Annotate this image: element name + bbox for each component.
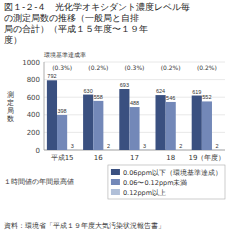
x-tick-label: 18 [166,154,175,162]
legend: 0.06ppm以下（環境基準達成） 0.06〜0.12ppm未満 0.12ppm以上 [108,165,225,199]
data-label: 792 [47,73,56,79]
bar [103,149,113,150]
data-label: 488 [130,100,139,106]
bar [93,101,103,150]
bar [176,149,186,150]
x-tick-label: 17 [130,154,139,162]
bar [212,149,222,150]
annotation: (0.3%) [52,64,72,71]
y-axis-label-char: 測 [7,91,14,99]
bar [83,95,93,150]
bars [47,80,222,150]
bar [202,101,212,150]
data-label: 2 [179,143,182,149]
x-tick-label: 16 [94,154,103,162]
x-tick-label: 平成15 [51,154,74,162]
data-label: 619 [192,89,201,95]
bar [67,149,77,150]
note: １時間値の年間最高値 [4,178,74,186]
data-label: 398 [58,108,67,114]
y-tick-label: 1000 [22,59,40,67]
grid-line [44,62,225,63]
data-label: 546 [166,95,175,101]
legend-label: 0.06ppm以下（環境基準達成） [123,169,222,177]
annotation: (0.3%) [125,64,145,71]
y-tick-label: 200 [27,129,40,137]
y-tick-label: 800 [27,76,40,84]
legend-swatch [111,169,120,175]
legend-frame [108,165,225,199]
y-tick-label: 0 [36,147,40,155]
y-axis-line [44,62,45,150]
data-label: 624 [156,88,165,94]
bar [47,80,57,150]
bar [192,96,202,150]
bar [140,149,150,150]
annotation: (0.2%) [197,64,217,71]
data-label: 2 [107,143,110,149]
y-axis-label: 測定局数 [7,91,14,123]
legend-swatch [111,189,120,195]
chart: 図１-２-４ 光化学オキシダント濃度レベル毎の測定局数の推移（一般局と自排局の合… [0,0,229,236]
annotation: (0.2%) [88,64,108,71]
x-tick-label: 19（年度） [188,154,225,162]
grid-line [44,79,225,80]
title: 図１-２-４ 光化学オキシダント濃度レベル毎の測定局数の推移（一般局と自排局の合… [4,2,191,45]
data-label: 552 [202,94,211,100]
data-label: 3 [71,143,74,149]
y-tick-label: 400 [27,111,40,119]
y-axis-label-char: 局 [7,107,14,115]
title-line: 図１-２-４ 光化学オキシダント濃度レベル毎 [4,2,191,12]
annotation: 環境基準達成率 [44,51,86,58]
bar [155,95,165,150]
data-label: 558 [94,94,103,100]
title-line: の測定局数の推移（一般局と自排 [4,13,139,23]
data-label: 630 [84,88,93,94]
bar [129,107,139,150]
title-line: 度） [4,35,22,45]
data-label: 3 [143,143,146,149]
y-axis-label-char: 定 [7,99,14,107]
legend-label: 0.06〜0.12ppm未満 [123,179,188,187]
data-label: 2 [216,143,219,149]
bar [57,115,67,150]
title-line: 局の合計）（平成１５年度〜１９年 [4,24,148,34]
bar [166,102,176,150]
legend-swatch [111,179,120,185]
annotation: (0.2%) [161,64,181,71]
source: 資料：環境省「平成１９年度大気汚染状況報告書」 [4,222,165,230]
data-label: 693 [120,82,129,88]
y-tick-label: 600 [27,94,40,102]
y-axis-label-char: 数 [7,115,14,123]
legend-label: 0.12ppm以上 [123,189,166,197]
bar [119,89,129,150]
